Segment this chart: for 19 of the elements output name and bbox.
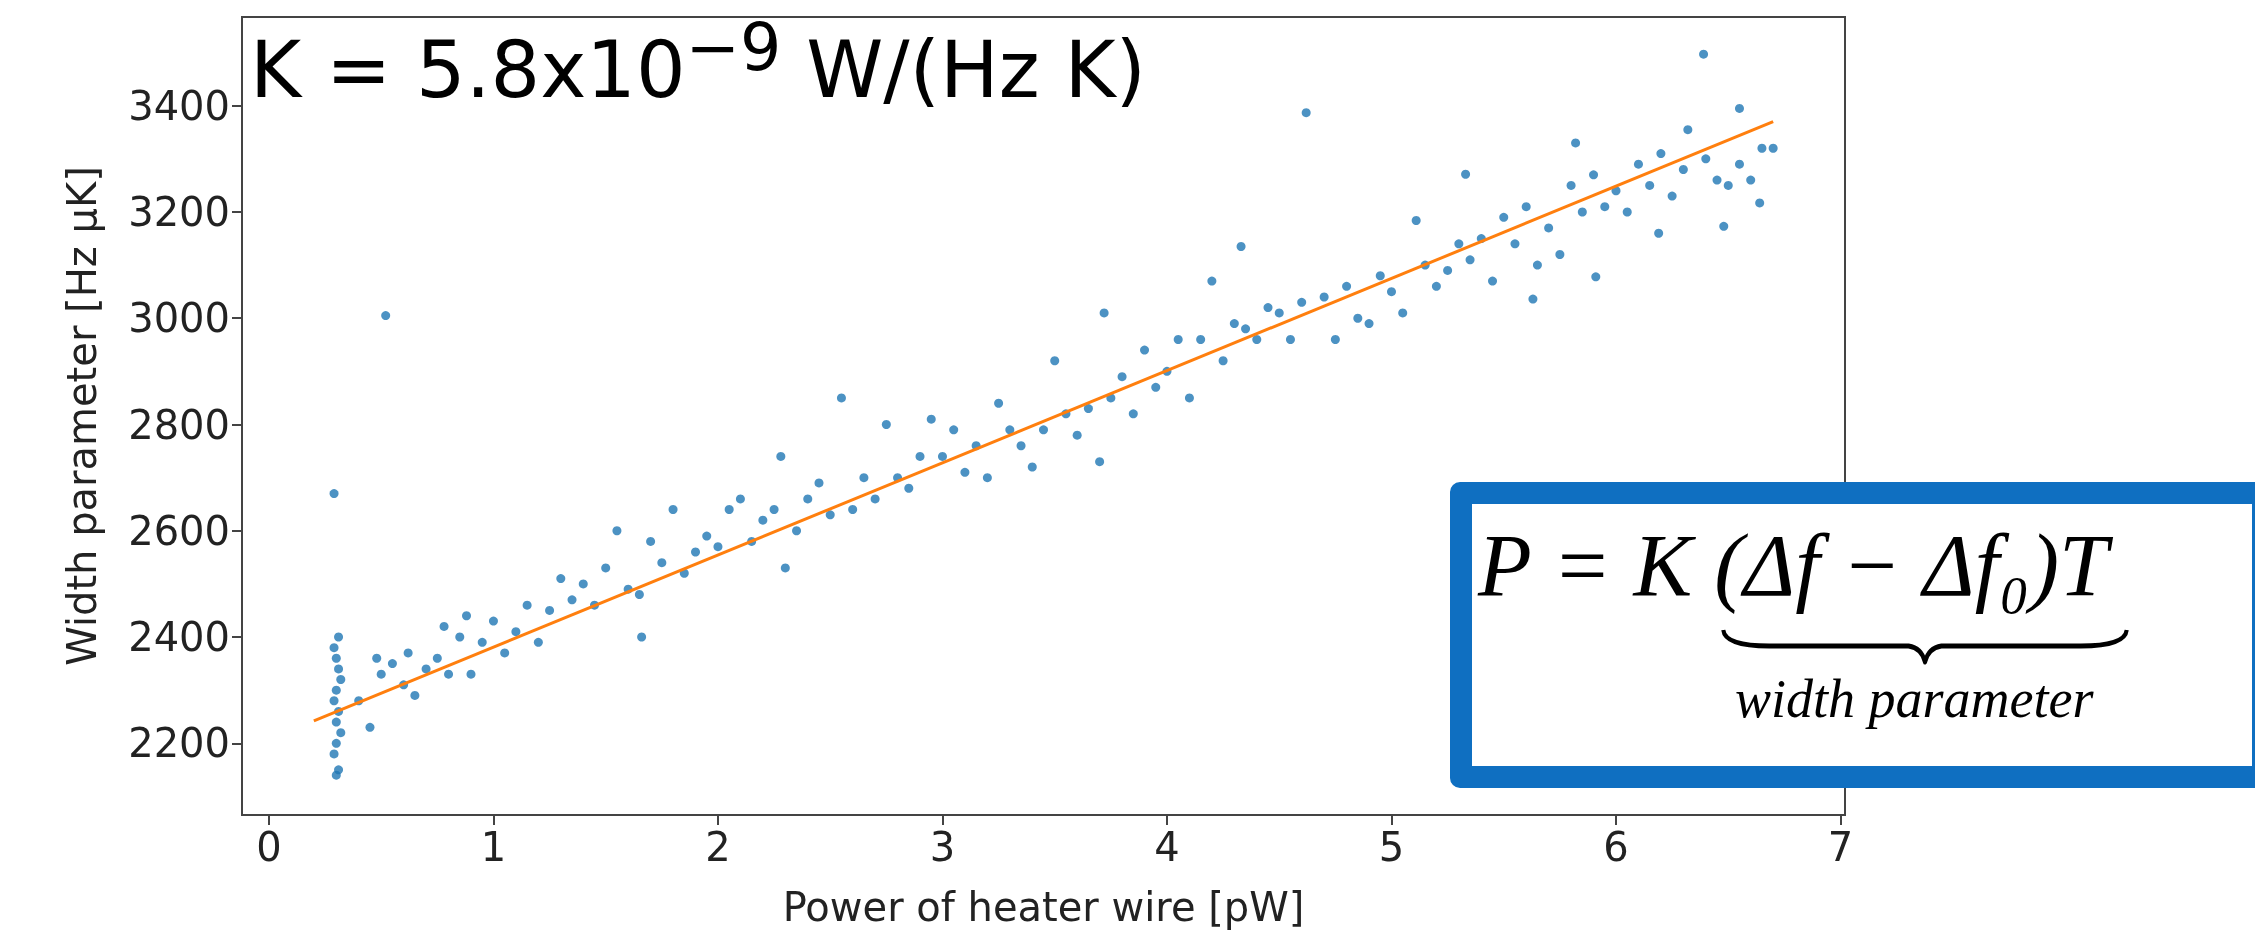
x-tick-label: 3 <box>929 824 956 870</box>
annotation: width parameter <box>1735 668 2094 730</box>
x-tick-label: 2 <box>705 824 731 870</box>
y-axis-title: Width parameter [Hz μK] <box>59 166 105 666</box>
y-tick-label: 2600 <box>128 507 230 554</box>
x-tick-label: 0 <box>256 824 282 870</box>
y-tick-label: 2800 <box>128 401 230 448</box>
y-tick-label: 3400 <box>128 82 230 129</box>
y-tick-label: 3200 <box>128 188 230 235</box>
annotation: K = 5.8x10$^{−9}$ W/(Hz K) <box>250 10 1146 115</box>
x-tick-label: 4 <box>1154 824 1180 870</box>
x-axis-title: Power of heater wire [pW] <box>782 884 1305 930</box>
y-tick-label: 2200 <box>128 720 230 767</box>
x-tick-label: 5 <box>1378 824 1405 870</box>
y-tick-label: 2400 <box>128 614 230 661</box>
x-tick-label: 1 <box>480 824 507 870</box>
y-tick-label: 3000 <box>128 295 230 342</box>
x-tick-label: 7 <box>1827 824 1854 870</box>
x-tick-label: 6 <box>1603 824 1629 870</box>
